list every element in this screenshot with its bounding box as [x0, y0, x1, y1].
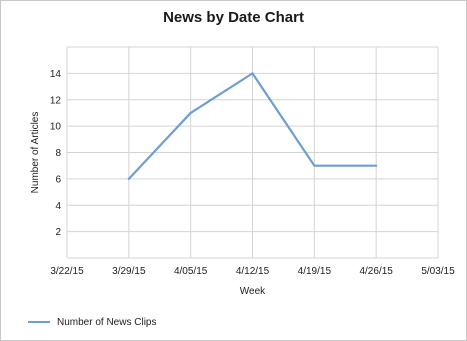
legend-swatch — [28, 321, 50, 323]
y-axis-label: Number of Articles — [30, 112, 41, 194]
x-axis-label: Week — [240, 286, 266, 297]
y-tick-label: 10 — [50, 122, 62, 133]
x-tick-label: 5/03/15 — [421, 266, 455, 277]
y-tick-label: 8 — [55, 148, 61, 159]
x-tick-label: 3/22/15 — [50, 266, 84, 277]
y-tick-label: 2 — [55, 227, 61, 238]
y-axis-ticks: 2 4 6 8 10 12 14 — [50, 69, 62, 238]
x-tick-label: 4/19/15 — [298, 266, 332, 277]
legend: Number of News Clips — [28, 315, 156, 329]
x-tick-label: 4/12/15 — [236, 266, 270, 277]
y-tick-label: 6 — [55, 174, 61, 185]
x-tick-label: 3/29/15 — [112, 266, 146, 277]
x-tick-label: 4/05/15 — [174, 266, 208, 277]
y-tick-label: 12 — [50, 95, 62, 106]
legend-label: Number of News Clips — [57, 317, 156, 328]
y-tick-label: 14 — [50, 69, 62, 80]
x-axis-ticks: 3/22/15 3/29/15 4/05/15 4/12/15 4/19/15 4/26/… — [50, 266, 455, 277]
y-tick-label: 4 — [55, 201, 61, 212]
x-tick-label: 4/26/15 — [359, 266, 393, 277]
